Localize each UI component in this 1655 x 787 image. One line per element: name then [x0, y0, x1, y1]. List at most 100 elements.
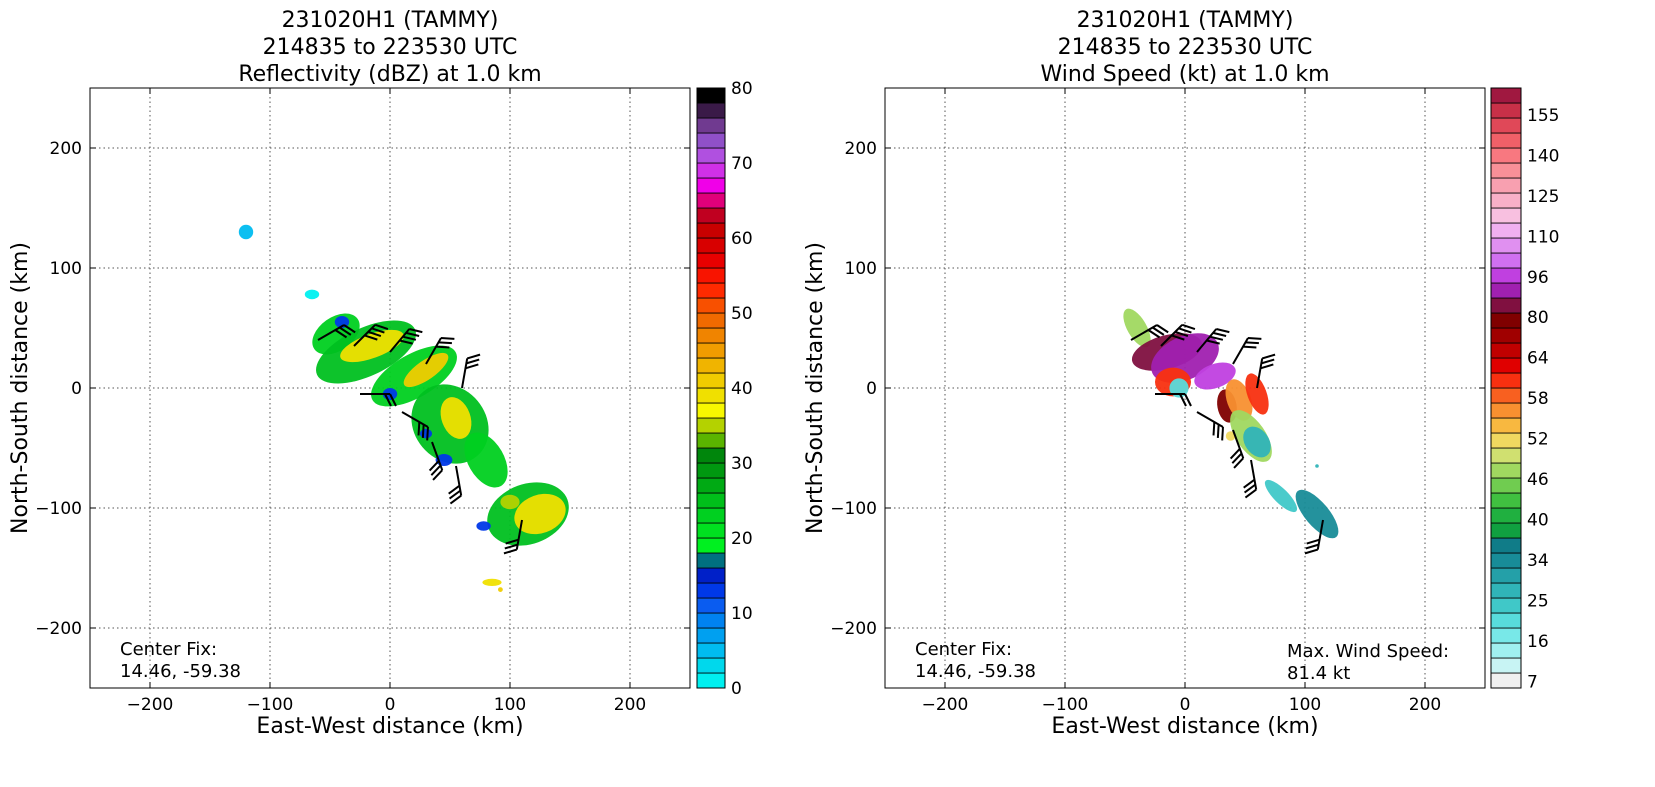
- data-patch: [1315, 464, 1319, 468]
- wind-barb: [389, 328, 423, 353]
- colorbar-segment: [696, 522, 726, 539]
- wind-barb: [1304, 519, 1324, 555]
- wind-barb: [1196, 328, 1230, 353]
- data-patch: [1243, 426, 1271, 458]
- colorbar-tick-label: 16: [1527, 632, 1549, 652]
- colorbar-segment: [1490, 87, 1522, 104]
- colorbar-segment: [1490, 537, 1522, 554]
- wind-barb: [1160, 323, 1196, 347]
- colorbar-segment: [696, 387, 726, 404]
- x-tick-label: 200: [1409, 695, 1441, 715]
- colorbar-segment: [1490, 552, 1522, 569]
- colorbar-tick-label: 96: [1527, 268, 1549, 288]
- x-tick-label: −200: [127, 695, 174, 715]
- data-patch: [238, 224, 254, 240]
- wind-barb: [317, 324, 356, 341]
- data-patch: [1264, 479, 1298, 513]
- y-tick-label: −200: [35, 619, 82, 639]
- colorbar-segment: [696, 207, 726, 224]
- data-patch: [1245, 373, 1269, 415]
- data-patch: [1225, 379, 1253, 421]
- colorbar-segment: [1490, 387, 1522, 404]
- y-tick-label: 100: [50, 259, 82, 279]
- data-patch: [498, 587, 503, 592]
- colorbar-segment: [696, 537, 726, 554]
- colorbar-tick-label: 52: [1527, 430, 1549, 450]
- wind-barb: [1130, 324, 1169, 341]
- x-axis-label: East-West distance (km): [1051, 714, 1318, 739]
- colorbar-segment: [696, 507, 726, 524]
- wind-barb: [1155, 393, 1192, 407]
- y-tick-label: −100: [830, 499, 877, 519]
- colorbar-tick-label: 40: [1527, 510, 1549, 530]
- colorbar-segment: [1490, 312, 1522, 329]
- colorbar-segment: [1490, 147, 1522, 164]
- colorbar-tick-label: 80: [1527, 308, 1549, 328]
- colorbar-tick-label: 50: [731, 304, 753, 324]
- wind-barbs: [1130, 323, 1324, 555]
- max-wind-note: 81.4 kt: [1287, 663, 1350, 684]
- center-fix-label: Center Fix:: [915, 639, 1012, 660]
- colorbar-segment: [696, 582, 726, 599]
- colorbar-segment: [1490, 432, 1522, 449]
- colorbar-tick-label: 30: [731, 454, 753, 474]
- colorbar-tick-label: 125: [1527, 187, 1559, 207]
- data-patch: [1225, 431, 1236, 441]
- colorbar-segment: [696, 447, 726, 464]
- colorbar-segment: [1490, 357, 1522, 374]
- colorbar-frame: [696, 87, 726, 689]
- x-tick-label: −200: [922, 695, 969, 715]
- y-tick-label: 100: [845, 259, 877, 279]
- colorbar-segment: [1490, 522, 1522, 539]
- colorbar-segment: [696, 462, 726, 479]
- center-fix-value: 14.46, -59.38: [915, 661, 1036, 682]
- x-tick-label: 100: [1289, 695, 1321, 715]
- data-patch: [340, 329, 404, 363]
- colorbar-tick-label: 60: [731, 229, 753, 249]
- colorbar-segment: [1490, 447, 1522, 464]
- colorbar-segment: [696, 102, 726, 119]
- colorbar-tick-label: 64: [1527, 349, 1549, 369]
- colorbar-segment: [1490, 477, 1522, 494]
- colorbar-segment: [696, 357, 726, 374]
- colorbar-segment: [1490, 462, 1522, 479]
- colorbar-segment: [1490, 267, 1522, 284]
- data-patch: [476, 521, 491, 531]
- colorbar-segment: [1490, 342, 1522, 359]
- colorbar-segment: [1490, 177, 1522, 194]
- colorbar-segment: [1490, 567, 1522, 584]
- data-patch: [403, 352, 449, 388]
- x-tick-label: 200: [614, 695, 646, 715]
- wind-barb: [360, 393, 397, 407]
- colorbar-segment: [1490, 612, 1522, 629]
- colorbar-tick-label: 155: [1527, 106, 1559, 126]
- colorbar-segment: [696, 492, 726, 509]
- data-patch: [482, 578, 502, 587]
- colorbar-segment: [1490, 297, 1522, 314]
- colorbar-segment: [696, 372, 726, 389]
- data-patch: [500, 494, 520, 510]
- colorbar-segment: [696, 87, 726, 104]
- colorbar-segment: [696, 477, 726, 494]
- center-fix-value: 14.46, -59.38: [120, 661, 241, 682]
- colorbar-segment: [696, 402, 726, 419]
- wind-barb: [1232, 337, 1262, 365]
- data-field: [1123, 308, 1339, 555]
- colorbar-segment: [1490, 252, 1522, 269]
- x-tick-label: 0: [1180, 695, 1191, 715]
- colorbar-segment: [1490, 657, 1522, 674]
- colorbar-segment: [696, 282, 726, 299]
- colorbar-tick-label: 34: [1527, 551, 1549, 571]
- data-patch: [1123, 308, 1151, 348]
- colorbar-segment: [1490, 207, 1522, 224]
- wind-barb: [461, 353, 481, 389]
- colorbar-segment: [696, 267, 726, 284]
- colorbar-segment: [696, 252, 726, 269]
- colorbar-segment: [1490, 582, 1522, 599]
- wind-barb: [353, 323, 389, 347]
- colorbar-segment: [696, 612, 726, 629]
- y-tick-label: 0: [866, 379, 877, 399]
- colorbar-tick-label: 46: [1527, 470, 1549, 490]
- colorbar-segment: [1490, 372, 1522, 389]
